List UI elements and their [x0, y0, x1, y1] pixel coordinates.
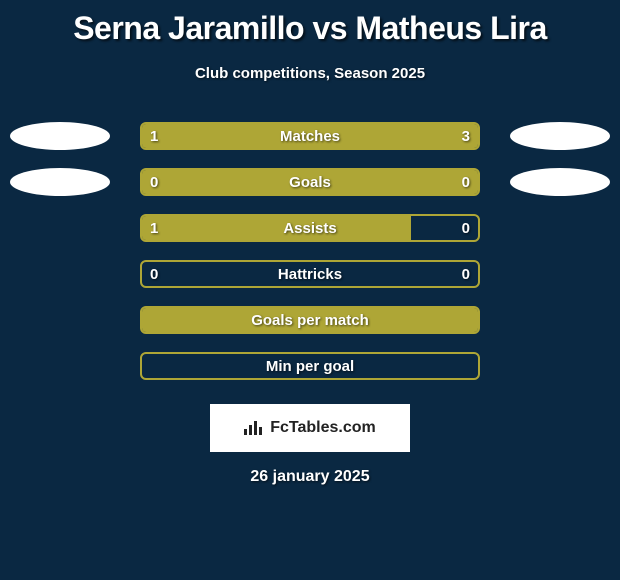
bar-track: Min per goal — [140, 352, 480, 380]
stat-row: Min per goal — [0, 352, 620, 380]
bar-value-left: 0 — [142, 170, 166, 194]
date-label: 26 january 2025 — [0, 468, 620, 486]
bar-label: Matches — [142, 124, 478, 148]
bar-track: Goals per match — [140, 306, 480, 334]
bar-value-left: 1 — [142, 124, 166, 148]
bar-track: Matches1 3 — [140, 122, 480, 150]
chart-icon — [244, 419, 264, 438]
bar-label: Hattricks — [142, 262, 478, 286]
bar-value-right: 0 — [454, 262, 478, 286]
watermark-text: FcTables.com — [270, 419, 376, 437]
bar-track: Hattricks0 0 — [140, 260, 480, 288]
stat-row: Hattricks0 0 — [0, 260, 620, 288]
bar-value-right: 3 — [454, 124, 478, 148]
bar-label: Goals — [142, 170, 478, 194]
bar-value-right: 0 — [454, 216, 478, 240]
bar-label: Min per goal — [142, 354, 478, 378]
bar-label: Assists — [142, 216, 478, 240]
watermark: FcTables.com — [210, 404, 410, 452]
stat-row: Matches1 3 — [0, 122, 620, 150]
team-badge-right — [510, 122, 610, 150]
team-badge-left — [10, 122, 110, 150]
page-subtitle: Club competitions, Season 2025 — [0, 65, 620, 82]
bar-value-left: 1 — [142, 216, 166, 240]
stat-row: Goals per match — [0, 306, 620, 334]
stat-row: Assists1 0 — [0, 214, 620, 242]
stat-row: Goals0 0 — [0, 168, 620, 196]
team-badge-right — [510, 168, 610, 196]
stats-container: Matches13Goals00Assists10Hattricks00Goal… — [0, 122, 620, 380]
bar-value-left: 0 — [142, 262, 166, 286]
bar-track: Assists1 0 — [140, 214, 480, 242]
bar-value-right: 0 — [454, 170, 478, 194]
page-title: Serna Jaramillo vs Matheus Lira — [0, 0, 620, 47]
bar-track: Goals0 0 — [140, 168, 480, 196]
bar-label: Goals per match — [142, 308, 478, 332]
team-badge-left — [10, 168, 110, 196]
